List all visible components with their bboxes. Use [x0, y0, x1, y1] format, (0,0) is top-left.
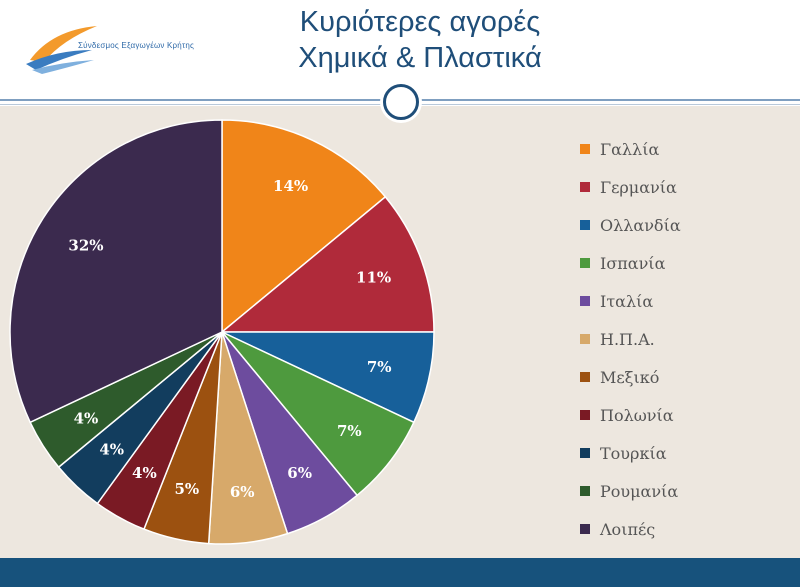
pie-data-label: 5%: [175, 480, 200, 498]
chart-legend: Γαλλία Γερμανία Ολλανδία Ισπανία Ιταλία Η.Π.Α…: [580, 130, 681, 548]
legend-swatch: [580, 372, 590, 382]
title-line-2: Χημικά & Πλαστικά: [298, 42, 542, 74]
legend-item: Ρουμανία: [580, 472, 681, 510]
legend-swatch: [580, 144, 590, 154]
legend-swatch: [580, 182, 590, 192]
legend-item: Γερμανία: [580, 168, 681, 206]
legend-item: Μεξικό: [580, 358, 681, 396]
legend-swatch: [580, 258, 590, 268]
pie-data-label: 7%: [367, 358, 392, 376]
pie-data-label: 14%: [273, 177, 308, 195]
pie-chart: 14%11%7%7%6%6%5%4%4%4%32%: [9, 119, 435, 545]
legend-swatch: [580, 296, 590, 306]
slide-header: Σύνδεσμος Εξαγωγέων Κρήτης Κυριότερες αγ…: [0, 0, 800, 100]
legend-label: Ιταλία: [600, 291, 654, 311]
legend-label: Μεξικό: [600, 367, 660, 387]
legend-item: Ισπανία: [580, 244, 681, 282]
legend-swatch: [580, 486, 590, 496]
pie-data-label: 6%: [287, 464, 312, 482]
legend-swatch: [580, 334, 590, 344]
legend-item: Πολωνία: [580, 396, 681, 434]
legend-swatch: [580, 220, 590, 230]
legend-item: Ολλανδία: [580, 206, 681, 244]
legend-label: Πολωνία: [600, 405, 674, 425]
pie-data-label: 11%: [356, 268, 391, 286]
legend-label: Ισπανία: [600, 253, 666, 273]
pie-data-label: 4%: [99, 440, 124, 458]
legend-label: Τουρκία: [600, 443, 667, 463]
legend-item: Γαλλία: [580, 130, 681, 168]
legend-item: Ιταλία: [580, 282, 681, 320]
slide-footer: [0, 558, 800, 587]
pie-data-label: 7%: [337, 422, 362, 440]
pie-slice: [9, 119, 223, 424]
pie-data-label: 4%: [74, 409, 99, 427]
legend-item: Τουρκία: [580, 434, 681, 472]
pie-data-label: 6%: [230, 483, 255, 501]
pie-data-label: 32%: [68, 237, 103, 255]
legend-label: Ολλανδία: [600, 215, 681, 235]
legend-item: Λοιπές: [580, 510, 681, 548]
legend-label: Γερμανία: [600, 177, 677, 197]
slide-title: Κυριότερες αγορές Χημικά & Πλαστικά: [190, 4, 650, 76]
pie-data-label: 4%: [132, 464, 157, 482]
logo-text: Σύνδεσμος Εξαγωγέων Κρήτης: [78, 41, 195, 50]
legend-swatch: [580, 448, 590, 458]
legend-label: Λοιπές: [600, 519, 656, 539]
legend-label: Γαλλία: [600, 139, 660, 159]
legend-swatch: [580, 410, 590, 420]
pie-slice: [219, 195, 435, 333]
exporters-logo: [26, 26, 97, 74]
legend-swatch: [580, 524, 590, 534]
legend-label: Ρουμανία: [600, 481, 679, 501]
pie-slice: [221, 119, 387, 334]
legend-label: Η.Π.Α.: [600, 329, 655, 349]
legend-item: Η.Π.Α.: [580, 320, 681, 358]
ring-ornament: [383, 84, 419, 120]
title-line-1: Κυριότερες αγορές: [299, 6, 541, 38]
